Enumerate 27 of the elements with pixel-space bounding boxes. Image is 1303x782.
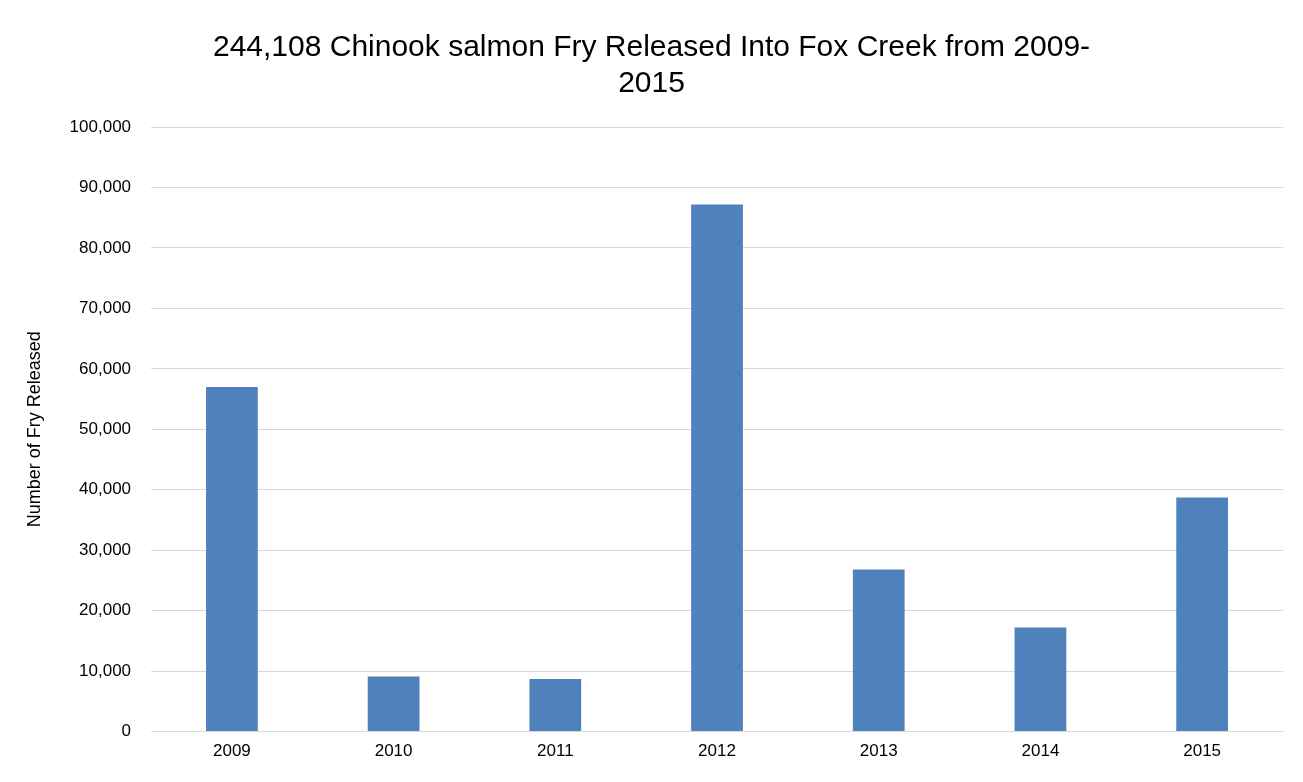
y-tick-label: 0 (121, 721, 132, 741)
bar (691, 204, 743, 732)
chart-title: 244,108 Chinook salmon Fry Released Into Fox Creek from 2009-2015 (212, 29, 1091, 99)
y-tick-label: 30,000 (79, 539, 132, 559)
y-tick-label: 60,000 (79, 358, 132, 378)
y-tick-label: 80,000 (79, 237, 132, 257)
y-tick-label: 10,000 (79, 660, 132, 680)
bar (852, 569, 905, 732)
y-tick-label: 20,000 (79, 600, 132, 620)
bar (367, 676, 420, 732)
x-tick-label: 2011 (537, 741, 574, 761)
y-tick-label: 70,000 (79, 298, 132, 318)
bar (529, 679, 582, 732)
x-tick-label: 2015 (1183, 741, 1222, 761)
x-tick-label: 2012 (698, 741, 736, 761)
x-tick-label: 2010 (374, 741, 413, 761)
y-tick-label: 100,000 (69, 116, 132, 136)
y-tick-label: 50,000 (79, 418, 132, 438)
x-tick-label: 2014 (1021, 741, 1060, 761)
y-tick-label: 40,000 (79, 479, 132, 499)
bar (1176, 497, 1229, 732)
x-tick-label: 2013 (859, 741, 898, 761)
bar (1014, 627, 1067, 732)
y-axis-title: Number of Fry Released (23, 331, 44, 528)
x-tick-label: 2009 (212, 741, 251, 761)
y-tick-label: 90,000 (79, 177, 132, 197)
bar (206, 386, 258, 732)
